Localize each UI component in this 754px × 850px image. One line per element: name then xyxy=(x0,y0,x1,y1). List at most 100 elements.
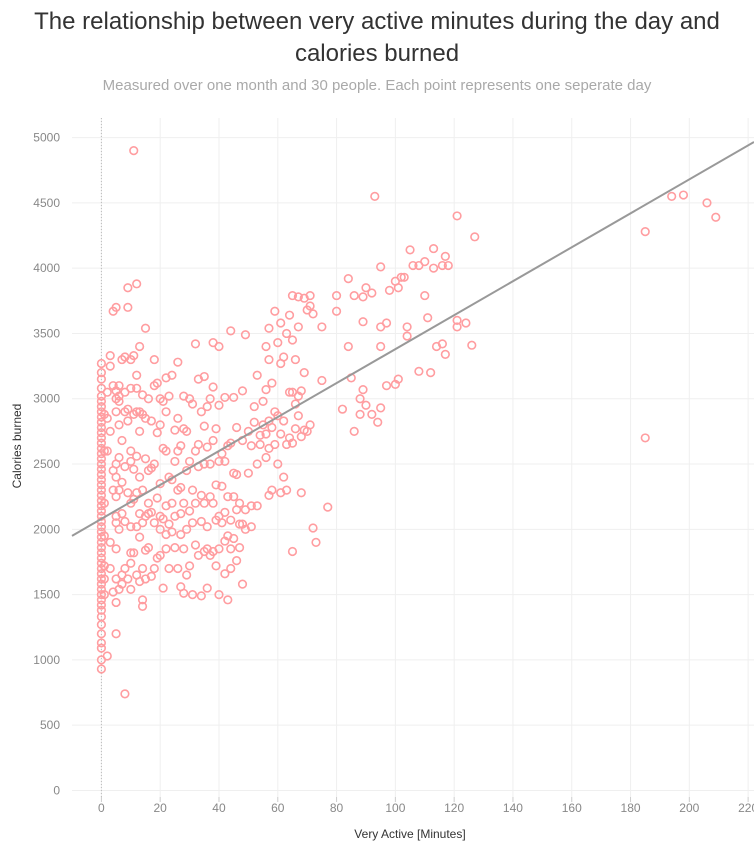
trend-line-path xyxy=(71,141,754,537)
data-point xyxy=(246,441,256,451)
data-point xyxy=(287,546,298,557)
data-point xyxy=(111,544,121,554)
data-point xyxy=(284,310,295,320)
data-point xyxy=(232,556,242,566)
data-point xyxy=(273,337,283,348)
data-point xyxy=(373,417,383,427)
data-point xyxy=(176,441,186,451)
data-point xyxy=(255,439,265,450)
data-point xyxy=(96,368,106,378)
data-point xyxy=(167,527,177,537)
data-point xyxy=(135,341,145,352)
data-point xyxy=(402,331,412,341)
data-point xyxy=(146,507,156,517)
data-point xyxy=(437,339,447,349)
data-point xyxy=(384,285,395,295)
data-point xyxy=(205,394,215,404)
data-point xyxy=(111,597,121,608)
data-point xyxy=(114,524,124,534)
data-point xyxy=(126,446,136,456)
data-point xyxy=(99,446,109,456)
data-point xyxy=(164,563,174,574)
chart-subtitle: Measured over one month and 30 people. E… xyxy=(102,77,652,94)
data-point xyxy=(305,301,315,311)
data-point xyxy=(132,451,142,461)
data-point xyxy=(196,516,206,527)
data-point xyxy=(129,351,139,361)
data-point xyxy=(96,522,106,532)
data-point xyxy=(226,326,236,336)
data-point xyxy=(711,212,721,222)
data-point xyxy=(135,472,145,482)
data-point xyxy=(135,426,145,436)
y-tick-label: 4500 xyxy=(33,196,60,210)
data-point xyxy=(111,302,121,312)
data-point xyxy=(123,416,133,426)
data-point xyxy=(187,485,198,495)
data-point xyxy=(96,612,106,622)
data-point xyxy=(143,394,154,404)
data-point xyxy=(279,472,289,482)
data-point xyxy=(211,561,221,571)
data-point xyxy=(296,488,306,498)
data-point xyxy=(196,407,206,417)
data-point xyxy=(367,288,377,298)
data-point xyxy=(114,381,124,391)
data-point xyxy=(361,283,371,293)
data-point xyxy=(408,260,418,271)
data-point xyxy=(167,370,177,380)
y-tick-label: 5000 xyxy=(33,131,60,145)
data-point xyxy=(96,638,106,648)
data-point xyxy=(176,509,186,519)
data-point xyxy=(211,424,221,434)
data-point xyxy=(267,422,277,433)
x-axis-label: Very Active [Minutes] xyxy=(354,827,465,841)
data-point xyxy=(229,392,239,403)
data-point xyxy=(140,323,151,333)
data-points xyxy=(96,146,721,699)
data-point xyxy=(102,446,112,456)
data-point xyxy=(96,542,106,553)
data-point xyxy=(161,446,171,456)
data-point xyxy=(96,396,106,406)
data-point xyxy=(96,553,106,563)
data-point xyxy=(202,583,212,593)
data-point xyxy=(381,318,392,328)
data-point xyxy=(117,509,127,519)
x-tick-label: 140 xyxy=(503,801,523,815)
data-point xyxy=(440,349,450,359)
data-point xyxy=(155,524,165,534)
data-point xyxy=(182,465,192,476)
data-point xyxy=(146,416,156,426)
data-point xyxy=(182,570,192,580)
data-point xyxy=(164,519,174,529)
data-point xyxy=(361,400,371,410)
data-point xyxy=(111,629,121,639)
data-point xyxy=(137,595,148,605)
data-point xyxy=(337,404,348,414)
data-point xyxy=(96,629,106,639)
data-point xyxy=(96,459,106,469)
data-point xyxy=(293,292,303,302)
data-point xyxy=(143,542,154,553)
data-point xyxy=(402,322,412,332)
y-axis-label: Calories burned xyxy=(10,404,24,489)
data-point xyxy=(702,198,712,208)
data-point xyxy=(349,426,359,436)
y-tick-label: 4000 xyxy=(33,261,60,275)
data-point xyxy=(214,341,224,352)
data-point xyxy=(152,428,162,438)
data-point xyxy=(199,421,209,431)
data-point xyxy=(331,290,342,301)
data-point xyxy=(381,381,392,391)
data-point xyxy=(311,537,321,547)
data-point xyxy=(232,422,242,433)
data-point xyxy=(190,498,201,508)
data-point xyxy=(214,590,224,600)
data-point xyxy=(96,574,106,584)
data-point xyxy=(167,498,177,508)
data-point xyxy=(214,400,224,410)
data-point xyxy=(234,498,245,508)
data-point xyxy=(202,442,212,452)
data-point xyxy=(343,274,353,284)
